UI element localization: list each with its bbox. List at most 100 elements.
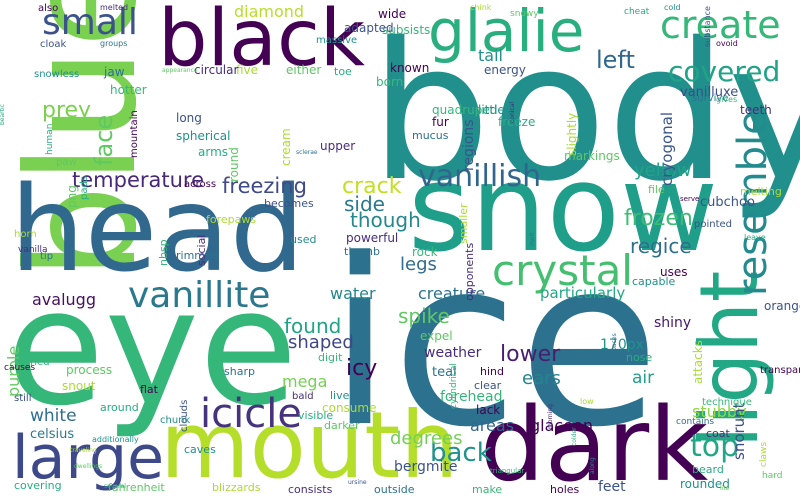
word-gives: gives [716,95,738,104]
word-additionally: additionally [92,435,139,444]
word-cream: cream [279,128,293,166]
word-legs: legs [400,254,437,275]
word-cryogonal: cryogonal [658,111,676,186]
word-rimmed: rimmed [176,249,219,262]
word-hind: hind [480,365,504,378]
word-mouth: mouth [160,392,459,499]
word-eye: eye [6,254,298,441]
word-chunk: chunk [160,415,191,426]
word-stubby: stubby [692,402,747,421]
word-circular: circular [194,63,239,77]
word-transparent: transparent [760,365,800,376]
word-celsius: celsius [30,427,75,442]
word-serve: serve [680,195,700,203]
word-leave: leave [744,233,766,242]
word-process: process [66,363,113,377]
word-top: top [690,429,740,464]
word-ovoid: ovoid [716,39,738,48]
word-fur: fur [432,115,449,129]
word-air: air [632,368,655,388]
word-cheat: cheat [624,7,650,17]
word-orange: orange [764,299,800,313]
word-still: still [14,393,32,404]
word-uses: uses [660,265,688,279]
word-appearance: appearance [162,67,198,74]
word-file: file [648,183,665,196]
word-survive: survive [692,93,729,104]
word-pointed: pointed [694,219,733,230]
word-known: known [390,61,430,75]
word-feet: feet [598,479,626,495]
word-either: either [286,63,322,77]
word-horn: horn [14,229,37,240]
word-flat: flat [140,383,158,396]
word-mountain: mountain [129,110,140,158]
word-teeth: teeth [740,103,772,117]
word-ears: ears [522,368,561,389]
word-cubchoo: cubchoo [700,195,755,210]
word-lower: lower [500,342,561,367]
word-melt: melt [529,232,536,246]
word-along: along [589,457,596,474]
word-long: long [176,111,202,125]
word-pads: pads [79,175,90,200]
word-areas: areas [470,416,515,435]
word-adapted: adapted [344,21,394,35]
word-water: water [330,284,376,303]
word-ice: ice [328,211,660,478]
word-frozen: frozen [624,206,693,231]
word-paw: paw [56,157,77,168]
word-covering: covering [14,479,62,492]
word-digit: digit [318,351,343,364]
word-causes: causes [4,363,36,373]
word-dwellings: dwellings [74,463,103,470]
word-groups: groups [100,39,128,48]
word-cylindrical: cylindrical [449,363,459,409]
word-attacks: attacks [691,340,705,384]
word-snorunt: snorunt [730,402,748,460]
word-vanillite: vanillite [128,275,271,316]
word-clear: clear [474,379,502,392]
word-subsists: subsists [382,23,431,37]
word-png: png [65,185,79,208]
word-mega: mega [282,372,328,391]
word-ursine: ursine [348,479,367,486]
word-crack: crack [342,174,402,199]
word-regice: regice [630,234,692,258]
word-used: used [290,233,317,246]
word-icy: icy [346,356,378,381]
word-opponents: opponents [463,242,476,301]
word-nose: nose [626,351,653,364]
word-lack: lack [476,403,501,417]
word-sclerae: sclerae [296,149,318,156]
word-human: human [45,123,55,155]
word-snout: snout [62,379,96,393]
word-sharp: sharp [224,365,255,378]
word-powerful: powerful [346,231,399,245]
word-melting: melting [740,185,782,198]
word-snowless: snowless [34,69,80,80]
word-melted: melted [100,3,129,12]
word-glaceon: glaceon [530,416,593,435]
word-claws: claws [759,441,769,467]
word-temperature: temperature [72,168,204,192]
word-cold: cold [664,3,681,12]
word-freeze: freeze [498,115,536,129]
word-five: five [236,63,259,77]
word-hard: hard [762,471,783,481]
word-chink: chink [470,3,492,12]
word-nbsp: nbsp [157,239,170,266]
word-head: head [10,160,305,298]
word-tail: tail [478,46,503,65]
word-blizzards: blizzards [212,481,261,494]
word-coat: coat [706,427,730,440]
word-consume: consume [322,401,377,415]
word-jaw: jaw [104,65,125,79]
word-darker: darker [324,419,360,432]
word-icicle: icicle [200,391,302,437]
word-covered: covered [668,55,781,88]
word-white: white [30,406,77,426]
word-shiny: shiny [654,315,692,331]
word-cloak: cloak [40,39,67,50]
word-consists: consists [288,483,333,496]
